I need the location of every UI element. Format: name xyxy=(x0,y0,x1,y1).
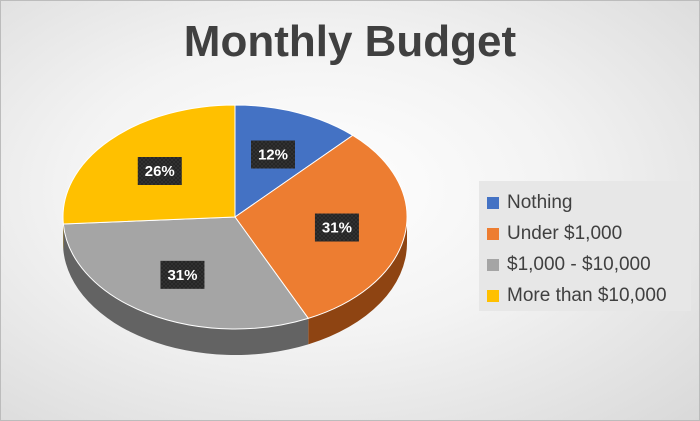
data-label-nothing: 12% xyxy=(250,140,295,169)
legend-swatch xyxy=(487,196,499,209)
pie-data-labels: 12% 31% 31% 26% xyxy=(137,140,359,289)
legend-label: More than $10,000 xyxy=(507,284,667,306)
chart-title: Monthly Budget xyxy=(183,17,517,66)
legend-item-1-000-10-000: $1,000 - $10,000 xyxy=(487,249,691,280)
legend-item-under-1-000: Under $1,000 xyxy=(487,218,691,249)
data-label-box xyxy=(137,156,182,185)
data-label-1-000-10-000: 31% xyxy=(160,260,205,289)
legend-swatch xyxy=(487,227,499,240)
data-label-text: 31% xyxy=(322,220,352,237)
data-label-box xyxy=(160,260,205,289)
legend-label: $1,000 - $10,000 xyxy=(507,253,651,275)
data-label-text: 12% xyxy=(258,147,288,164)
pie-side-1-000-10-000 xyxy=(63,224,309,356)
data-label-text: 31% xyxy=(167,267,197,284)
data-label-more-than-10-000: 26% xyxy=(137,156,182,185)
legend-swatch xyxy=(487,258,499,271)
legend-item-more-than-10-000: More than $10,000 xyxy=(487,280,691,311)
pie-side-under-1-000 xyxy=(308,217,407,345)
data-label-box xyxy=(250,140,295,169)
data-label-box xyxy=(314,213,359,242)
legend-item-nothing: Nothing xyxy=(487,187,691,218)
data-label-under-1-000: 31% xyxy=(314,213,359,242)
legend-label: Nothing xyxy=(507,191,573,213)
data-label-text: 26% xyxy=(145,163,175,180)
legend-swatch xyxy=(487,289,499,302)
legend-label: Under $1,000 xyxy=(507,222,623,244)
chart-legend: Nothing Under $1,000 $1,000 - $10,000 More … xyxy=(479,181,691,311)
